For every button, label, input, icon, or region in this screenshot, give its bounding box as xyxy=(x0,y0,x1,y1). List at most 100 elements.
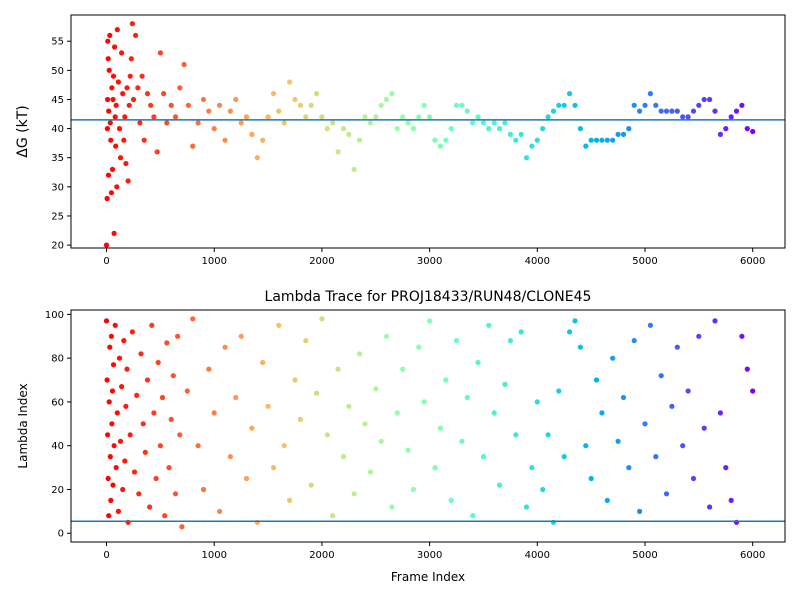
data-point xyxy=(127,432,133,438)
data-point xyxy=(114,410,120,416)
data-point xyxy=(330,513,336,519)
data-point xyxy=(588,137,594,143)
data-point xyxy=(701,425,707,431)
data-point xyxy=(249,131,255,137)
data-point xyxy=(125,178,131,184)
data-point xyxy=(647,91,654,97)
data-point xyxy=(389,91,395,97)
data-point xyxy=(626,126,632,132)
data-point xyxy=(292,377,298,383)
delta-g-axes-frame xyxy=(70,14,786,249)
data-point xyxy=(114,184,120,190)
data-point xyxy=(159,394,166,401)
data-point xyxy=(227,454,233,460)
data-point xyxy=(126,102,132,108)
data-point xyxy=(351,491,357,497)
data-point xyxy=(707,504,713,510)
data-point xyxy=(120,91,126,97)
data-point xyxy=(112,114,118,120)
y-tick-label: 20 xyxy=(51,241,64,252)
delta-g-panel: 0 1000 2000 3000 4000 5000 6000 20 25 30 35 40 45 50… xyxy=(15,14,786,267)
data-point xyxy=(147,504,153,510)
data-point xyxy=(105,96,111,103)
data-point xyxy=(421,399,427,405)
data-point xyxy=(491,410,497,416)
data-point xyxy=(177,432,183,438)
data-point xyxy=(669,403,675,409)
data-point xyxy=(115,79,121,85)
x-tick-label: 6000 xyxy=(740,550,765,561)
lambda-chart-title: Lambda Trace for PROJ18433/RUN48/CLONE45 xyxy=(265,289,592,305)
data-point xyxy=(394,126,400,132)
data-point xyxy=(131,469,138,475)
data-point xyxy=(172,114,179,120)
data-point xyxy=(491,120,497,126)
data-point xyxy=(179,524,185,530)
data-point xyxy=(674,344,680,350)
data-point xyxy=(383,333,390,339)
data-point xyxy=(153,475,159,482)
data-point xyxy=(319,316,325,322)
data-point xyxy=(142,449,148,455)
data-point xyxy=(599,410,605,416)
data-point xyxy=(464,394,470,401)
data-point xyxy=(497,126,503,132)
data-point xyxy=(443,377,449,383)
data-point xyxy=(750,388,756,394)
data-point xyxy=(129,21,135,27)
delta-g-points xyxy=(103,21,756,248)
data-point xyxy=(120,486,126,493)
data-point xyxy=(712,318,718,324)
delta-g-x-ticks: 0 1000 2000 3000 4000 5000 6000 xyxy=(103,248,765,267)
data-point xyxy=(111,443,117,449)
data-point xyxy=(480,454,487,460)
data-point xyxy=(432,137,438,143)
data-point xyxy=(513,432,519,438)
data-point xyxy=(313,390,320,396)
data-point xyxy=(130,96,137,103)
data-point xyxy=(567,329,573,335)
data-point xyxy=(107,454,113,460)
data-point xyxy=(222,137,228,143)
data-point xyxy=(567,91,573,97)
data-point xyxy=(545,432,551,438)
data-point xyxy=(117,438,124,444)
data-point xyxy=(610,137,616,143)
data-point xyxy=(696,102,702,108)
data-point xyxy=(319,114,325,120)
data-point xyxy=(357,351,363,357)
data-point xyxy=(653,102,659,108)
data-point xyxy=(335,366,341,372)
data-point xyxy=(110,73,117,79)
data-point xyxy=(572,318,578,324)
data-point xyxy=(324,126,330,132)
data-point xyxy=(222,344,228,350)
data-point xyxy=(728,497,734,503)
data-point xyxy=(523,155,530,161)
data-point xyxy=(534,137,540,143)
data-point xyxy=(104,126,110,132)
y-tick-label: 30 xyxy=(51,182,64,193)
data-point xyxy=(137,120,143,126)
delta-g-y-ticks: 20 25 30 35 40 45 50 55 xyxy=(51,37,71,252)
data-point xyxy=(162,513,168,519)
data-point xyxy=(750,128,756,135)
data-point xyxy=(157,443,163,449)
data-point xyxy=(103,242,110,248)
lambda-panel: 0 1000 2000 3000 4000 5000 6000 0 20 40 60 80 100 L… xyxy=(16,289,786,584)
data-point xyxy=(149,322,155,328)
data-point xyxy=(108,137,114,143)
data-point xyxy=(154,149,160,155)
data-point xyxy=(577,126,584,132)
data-point xyxy=(529,143,535,149)
data-point xyxy=(540,126,546,132)
data-point xyxy=(502,120,508,126)
data-point xyxy=(297,102,303,108)
data-point xyxy=(400,114,406,120)
data-point xyxy=(106,399,112,405)
data-point xyxy=(588,475,594,482)
data-point xyxy=(270,91,277,97)
data-point xyxy=(105,432,111,438)
data-point xyxy=(151,410,157,416)
data-point xyxy=(335,149,341,155)
